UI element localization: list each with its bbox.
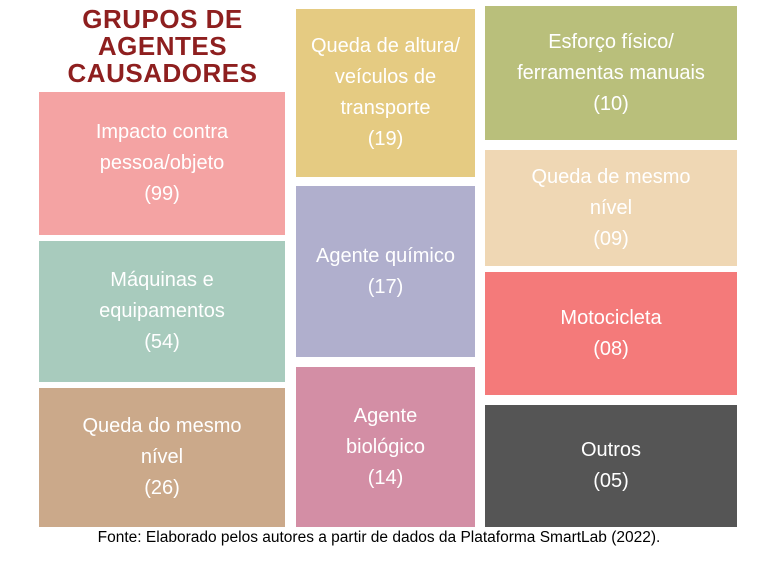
diagram-title: GRUPOS DE AGENTES CAUSADORES — [40, 6, 285, 87]
tile-value: (17) — [367, 275, 404, 298]
tile-value: (14) — [367, 466, 404, 489]
tile-value: (54) — [144, 331, 180, 353]
tile-label: Queda do mesmo nível — [82, 415, 242, 468]
tile-label: Impacto contra pessoa/objeto — [95, 121, 229, 174]
tile-outros: Outros (05) — [485, 405, 737, 527]
tile-label: Máquinas e equipamentos — [99, 269, 225, 322]
tile-value: (26) — [144, 477, 180, 499]
tile-value: (09) — [593, 227, 629, 250]
tile-motocicleta: Motocicleta (08) — [485, 272, 737, 395]
title-line-1: GRUPOS DE — [82, 4, 243, 34]
tile-maquinas: Máquinas e equipamentos (54) — [39, 241, 285, 382]
tile-queda-de-mesmo: Queda de mesmo nível (09) — [485, 150, 737, 266]
tile-label: Queda de mesmo nível — [531, 165, 691, 219]
tile-queda-altura: Queda de altura/ veículos de transporte (… — [296, 9, 475, 177]
title-line-3: CAUSADORES — [67, 58, 258, 88]
tile-label: Agente químico — [316, 244, 455, 267]
tile-agente-biologico: Agente biológico (14) — [296, 367, 475, 527]
tile-label: Queda de altura/ veículos de transporte — [311, 35, 460, 119]
tile-value: (19) — [367, 128, 404, 150]
tile-agente-quimico: Agente químico (17) — [296, 186, 475, 357]
tile-label: Esforço físico/ ferramentas manuais — [517, 30, 705, 84]
source-caption: Fonte: Elaborado pelos autores a partir … — [97, 529, 661, 546]
tile-value: (99) — [144, 183, 180, 205]
tile-label: Motocicleta — [560, 306, 662, 329]
tile-value: (08) — [593, 337, 629, 360]
tile-impacto: Impacto contra pessoa/objeto (99) — [39, 92, 285, 235]
tile-label: Outros — [580, 439, 642, 461]
tile-label: Agente biológico — [346, 404, 425, 458]
tile-queda-do-mesmo: Queda do mesmo nível (26) — [39, 388, 285, 527]
tile-esforco-fisico: Esforço físico/ ferramentas manuais (10) — [485, 6, 737, 140]
tile-value: (10) — [593, 92, 629, 115]
title-line-2: AGENTES — [97, 31, 228, 61]
tile-value: (05) — [593, 470, 629, 492]
